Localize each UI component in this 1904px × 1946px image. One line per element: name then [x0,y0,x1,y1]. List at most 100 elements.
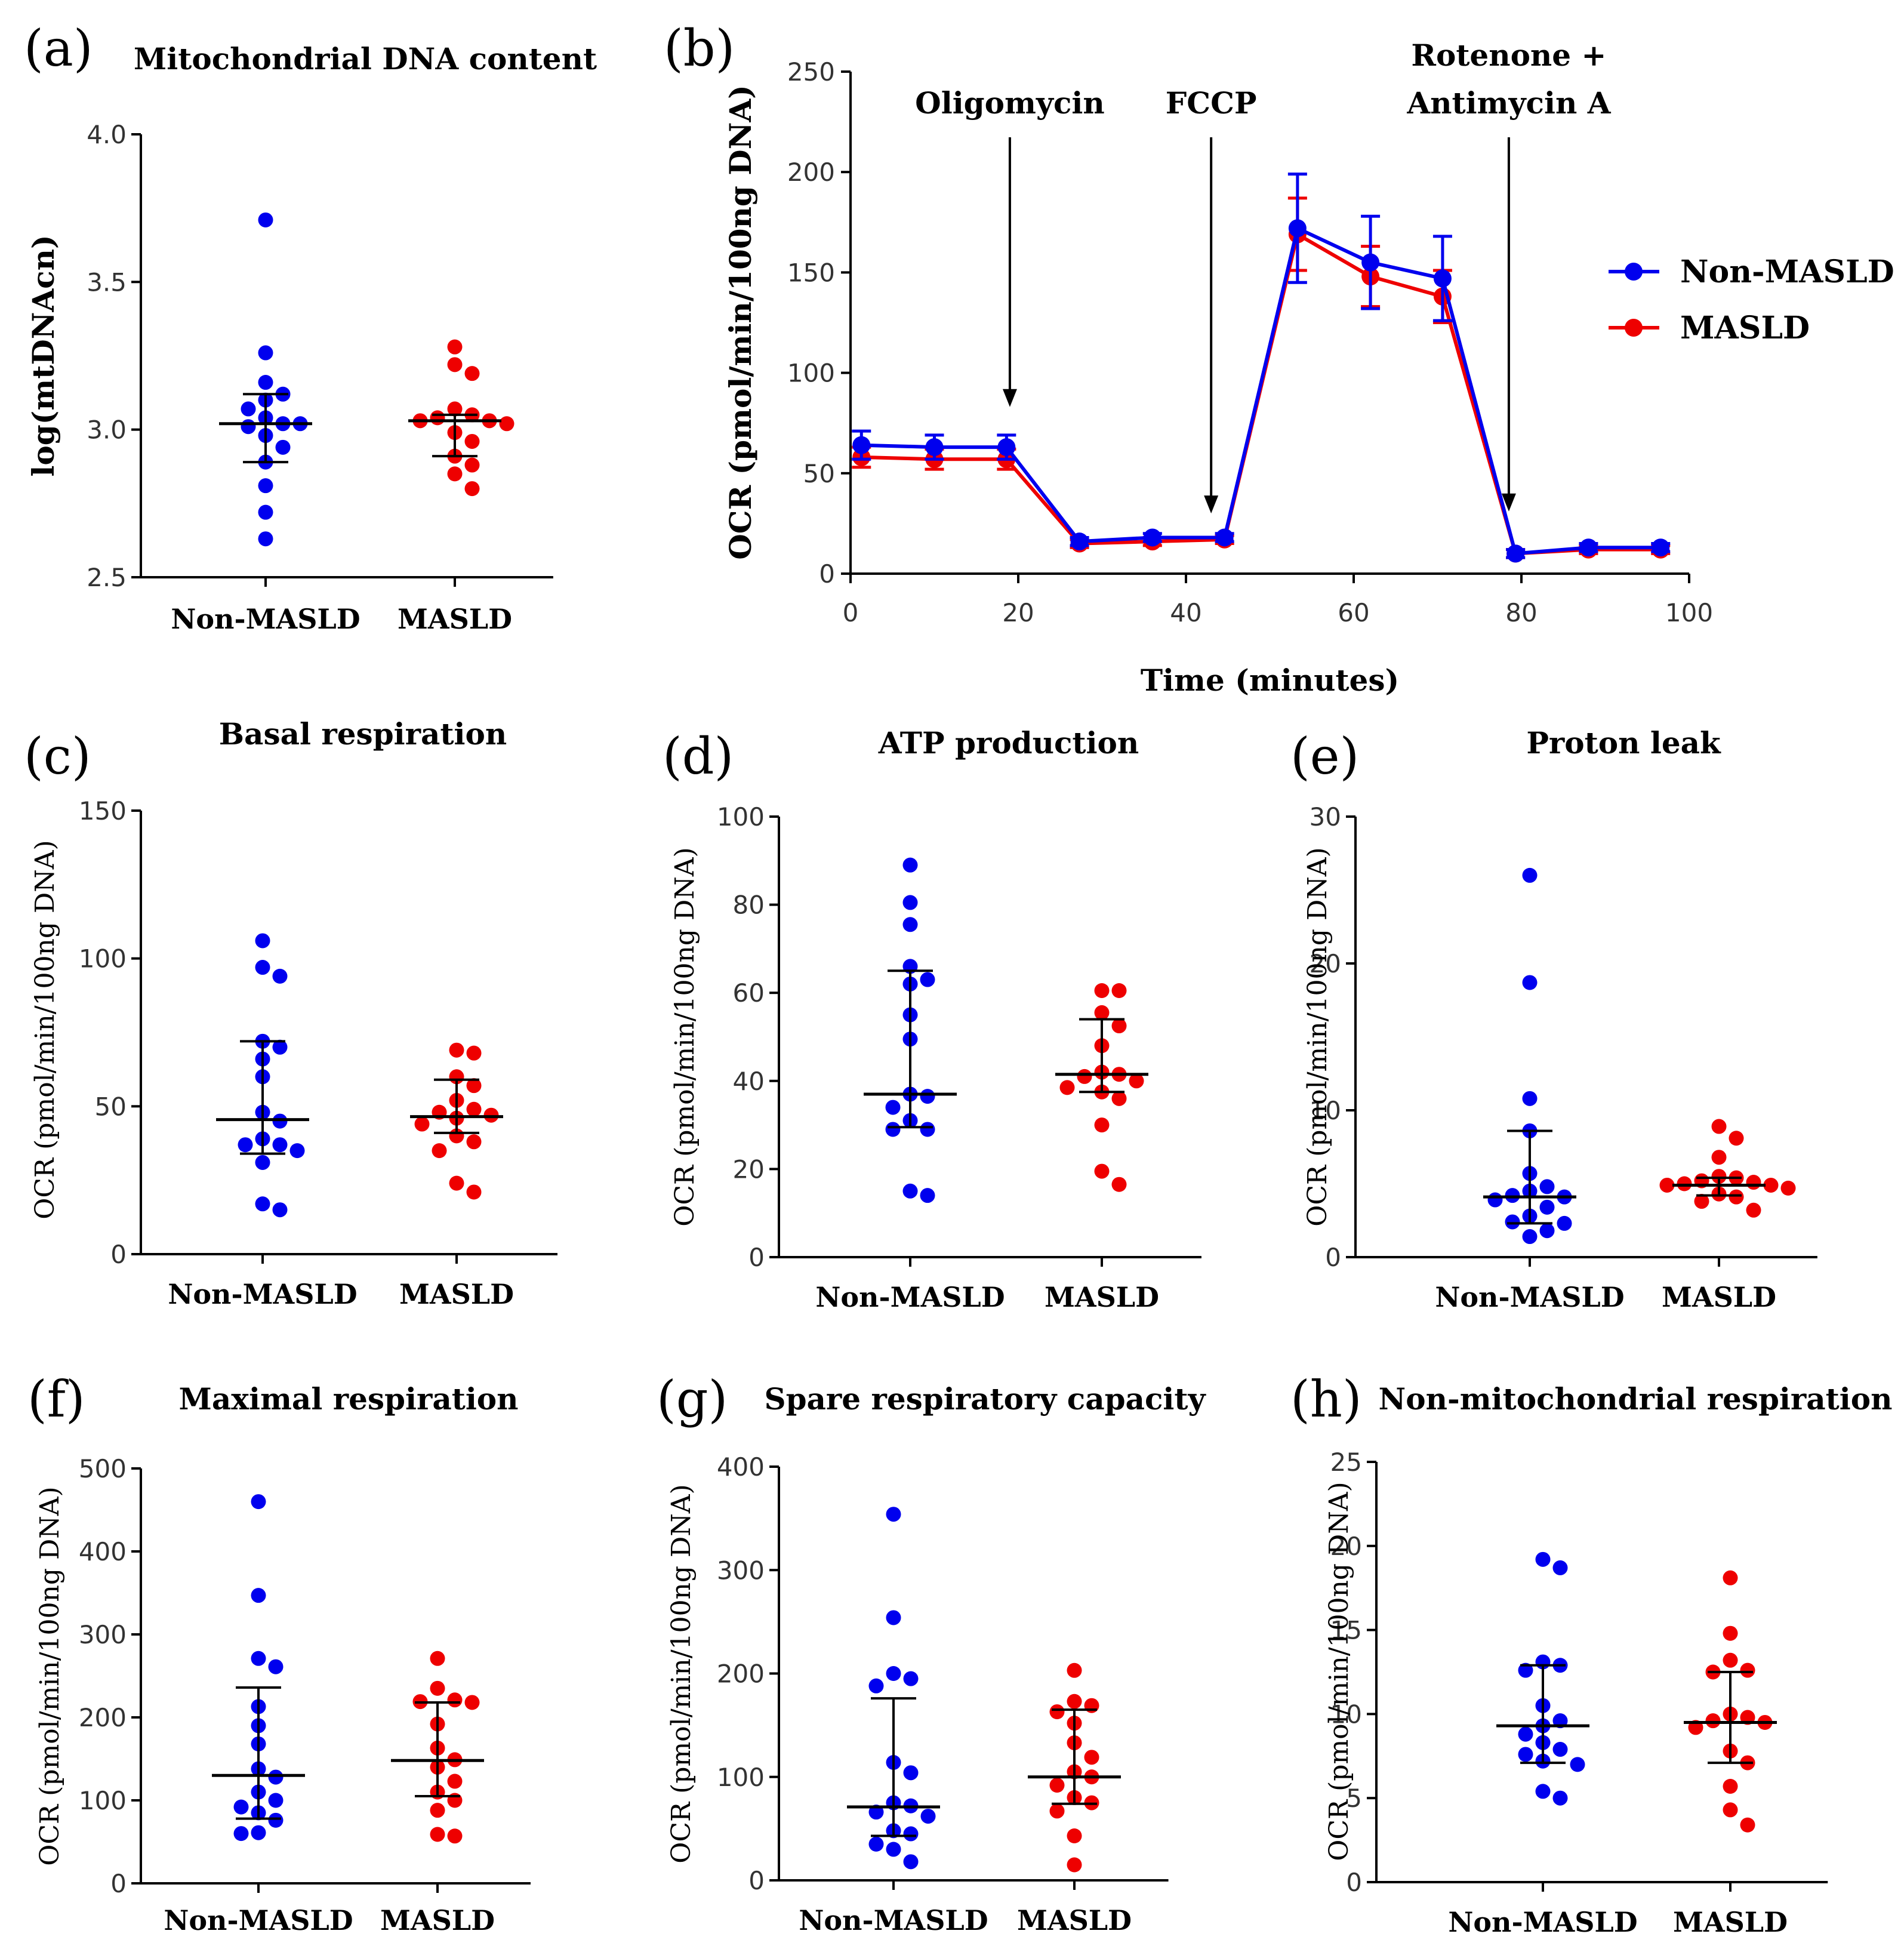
y-axis-label-e: OCR (pmol/min/100ng DNA) [1302,847,1333,1226]
x-tick-label-b: 100 [1665,598,1713,627]
category-label-h: Non-MASLD [1448,1906,1637,1938]
data-point-non-masld [268,1769,284,1785]
y-tick-label-f: 100 [79,1786,127,1815]
category-label-e: Non-MASLD [1435,1281,1624,1313]
data-point-masld [447,466,463,482]
data-point-non-masld [272,1039,288,1055]
data-point-masld [466,1184,482,1200]
panel-title-e: Proton leak [1526,725,1721,760]
data-point-masld [1694,1194,1709,1209]
data-point-masld [430,1827,445,1842]
series-point-non-masld [852,436,871,454]
annotation-arrowhead [1204,495,1219,514]
data-point-masld [1049,1778,1065,1793]
data-point-masld [464,366,480,381]
x-tick-label-b: 40 [1170,598,1201,627]
y-tick-label-g: 400 [717,1452,765,1482]
data-point-non-masld [258,531,273,547]
y-tick-label-c: 50 [95,1092,127,1121]
y-tick-label-h: 15 [1330,1616,1362,1645]
y-tick-label-f: 200 [79,1703,127,1732]
y-tick-label-f: 500 [79,1454,127,1483]
data-point-masld [1746,1175,1761,1190]
x-tick-label-b: 80 [1505,598,1537,627]
category-label-c: Non-MASLD [168,1278,357,1310]
y-tick-label-c: 100 [79,944,127,974]
data-point-non-masld [886,1507,901,1522]
y-tick-label-a: 2.5 [87,563,127,592]
data-point-masld [430,410,445,426]
data-point-masld [1111,983,1127,999]
data-point-non-masld [251,1588,266,1603]
annotation-arrowhead [1002,389,1017,407]
series-point-non-masld [1361,253,1380,272]
data-point-masld [1049,1704,1065,1720]
y-axis-label-c: OCR (pmol/min/100ng DNA) [30,840,60,1219]
category-label-f: MASLD [380,1904,495,1936]
y-tick-label-e: 30 [1310,802,1341,832]
data-point-masld [464,457,480,473]
series-point-non-masld [925,438,944,457]
panel-letter-b: (b) [664,19,735,78]
x-axis-label-b: Time (minutes) [1141,663,1399,698]
data-point-non-masld [903,1854,919,1870]
data-point-non-masld [1487,1192,1503,1208]
data-point-non-masld [251,1825,266,1840]
data-point-non-masld [1552,1560,1568,1575]
data-point-masld [1094,1163,1110,1179]
data-point-masld [430,1803,445,1818]
data-point-non-masld [903,1826,919,1842]
panel-d: (d) ATP production 0 20 40 60 80 100 OCR (pmol/m… [663,725,1201,1313]
data-point-non-masld [255,1196,270,1212]
data-point-non-masld [1518,1747,1533,1762]
panel-letter-e: (e) [1290,727,1359,786]
panel-letter-d: (d) [663,727,734,786]
category-label-c: MASLD [399,1278,514,1310]
panel-title-a: Mitochondrial DNA content [134,41,597,76]
data-point-non-masld [272,1137,288,1153]
data-point-masld [1049,1803,1065,1819]
legend-marker [1625,263,1643,281]
y-tick-label-d: 60 [733,978,765,1008]
data-point-non-masld [251,1651,266,1666]
y-tick-label-b: 0 [819,559,835,589]
annotation-label: Antimycin A [1406,85,1611,121]
data-point-non-masld [255,960,270,975]
data-point-masld [1705,1713,1721,1729]
y-tick-label-h: 5 [1346,1784,1362,1813]
data-point-non-masld [258,504,273,520]
data-point-non-masld [272,1202,288,1218]
y-tick-label-d: 80 [733,891,765,920]
data-point-masld [1129,1073,1144,1089]
y-tick-label-h: 10 [1330,1699,1362,1729]
y-tick-label-d: 100 [717,802,765,832]
data-point-non-masld [258,212,273,227]
data-point-masld [1729,1131,1744,1146]
data-point-non-masld [268,1812,284,1828]
legend-label: Non-MASLD [1680,254,1894,290]
series-point-non-masld [1579,538,1598,557]
data-point-non-masld [868,1836,884,1852]
data-point-non-masld [233,1799,249,1815]
panel-c: (c) Basal respiration 0 50 100 150 OCR (pmol/m… [24,716,557,1310]
y-tick-label-b: 100 [787,359,835,388]
data-point-masld [1740,1662,1755,1678]
category-label-h: MASLD [1673,1906,1788,1938]
data-point-masld [1723,1625,1738,1641]
data-point-masld [1084,1750,1099,1765]
data-point-non-masld [920,1089,935,1104]
data-point-masld [1763,1177,1779,1193]
y-tick-label-f: 300 [79,1620,127,1649]
data-point-masld [1059,1080,1075,1095]
data-point-masld [430,1651,445,1666]
y-tick-label-g: 200 [717,1659,765,1689]
legend-label: MASLD [1680,310,1810,346]
data-point-masld [1111,1177,1127,1192]
data-point-non-masld [902,895,918,910]
data-point-masld [430,1680,445,1696]
data-point-non-masld [1539,1223,1555,1239]
data-point-masld [449,1042,464,1058]
data-point-masld [1723,1802,1738,1818]
y-tick-label-b: 50 [803,459,835,488]
